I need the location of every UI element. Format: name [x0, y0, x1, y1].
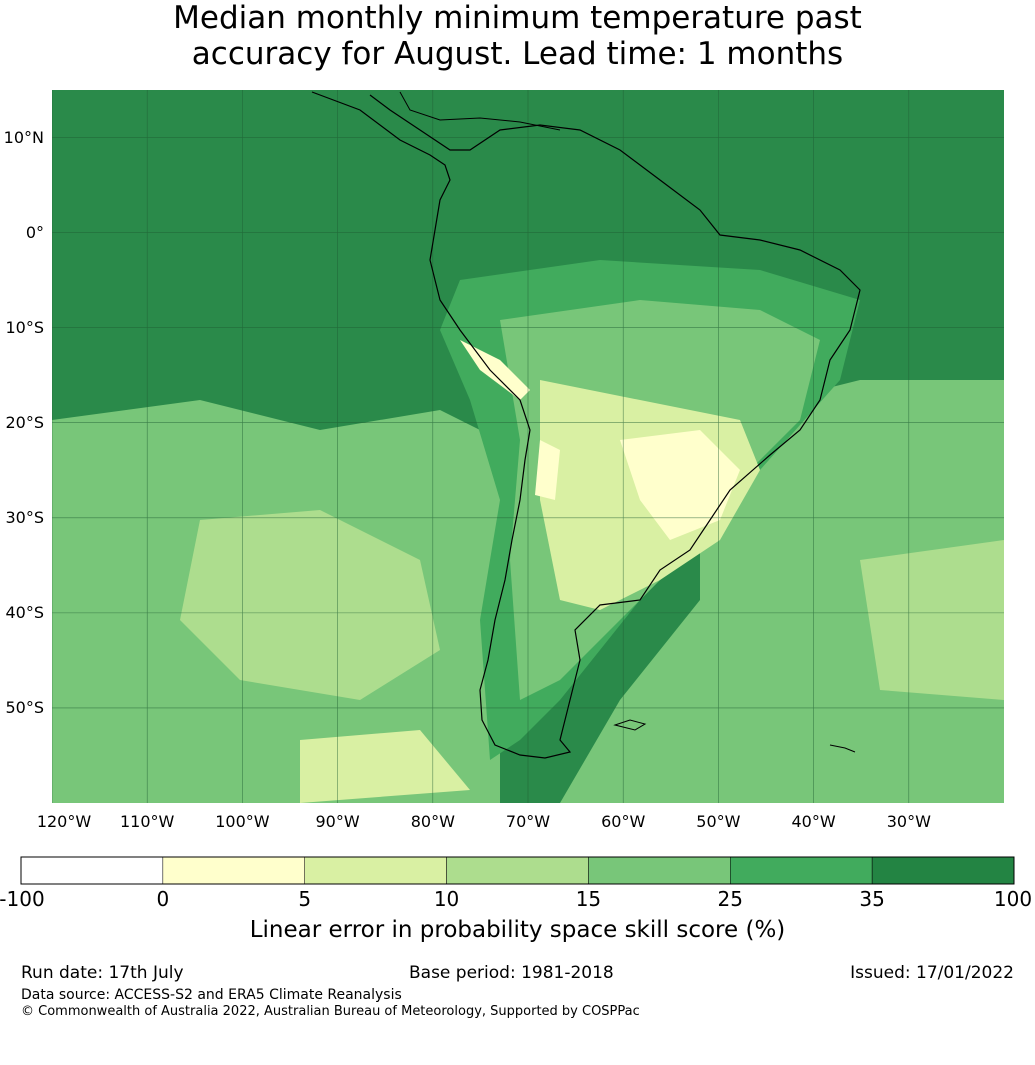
colorbar — [20, 856, 1015, 885]
longitude-label: 50°W — [696, 812, 741, 831]
colorbar-tick-label: 100 — [993, 887, 1033, 911]
colorbar-segment — [730, 856, 873, 885]
colorbar-segment — [162, 856, 305, 885]
map-plot-area — [52, 90, 1004, 803]
coastline-south-georgia — [829, 744, 856, 753]
coastline-caribbean — [399, 91, 561, 131]
longitude-label: 100°W — [215, 812, 270, 831]
latitude-label: 10°S — [5, 317, 44, 337]
colorbar-tick-label: -100 — [0, 887, 45, 911]
colorbar-label: Linear error in probability space skill … — [249, 917, 786, 943]
skill-band-south-atlantic — [560, 380, 1004, 803]
latitude-label: 0° — [25, 222, 44, 242]
longitude-label: 40°W — [791, 812, 836, 831]
colorbar-segment — [20, 856, 164, 885]
skill-band-atacama — [535, 440, 560, 500]
longitude-label: 120°W — [36, 812, 92, 831]
longitude-label: 110°W — [120, 812, 175, 831]
latitude-label: 20°S — [5, 412, 44, 432]
colorbar-tick-label: 25 — [717, 887, 743, 911]
longitude-label: 80°W — [410, 812, 455, 831]
colorbar-outline — [20, 856, 1015, 885]
chart-title: Median monthly minimum temperature past … — [0, 0, 1035, 72]
copyright: © Commonwealth of Australia 2022, Austra… — [21, 1004, 640, 1019]
skill-band-land-lightest — [620, 430, 740, 540]
latitude-label: 50°S — [5, 697, 44, 717]
skill-band-far-south-pacific — [300, 730, 470, 803]
data-source: Data source: ACCESS-S2 and ERA5 Climate … — [21, 987, 402, 1003]
longitude-label: 90°W — [315, 812, 360, 831]
title-line-1: Median monthly minimum temperature past — [173, 0, 862, 36]
longitude-label: 30°W — [886, 812, 931, 831]
coastline-falklands — [613, 719, 647, 731]
colorbar-segment — [588, 856, 731, 885]
issued-date: Issued: 17/01/2022 — [850, 963, 1014, 983]
colorbar-tick-label: 5 — [298, 887, 312, 911]
longitude-label: 60°W — [601, 812, 646, 831]
colorbar-tick-label: 10 — [433, 887, 460, 911]
run-date: Run date: 17th July — [21, 963, 184, 983]
colorbar-tick-label: 15 — [575, 887, 602, 911]
title-line-2: accuracy for August. Lead time: 1 months — [191, 36, 844, 72]
base-period: Base period: 1981-2018 — [409, 963, 614, 983]
skill-band-peru-coast — [460, 340, 530, 400]
latitude-label: 30°S — [5, 507, 44, 527]
skill-band-south-atlantic-light — [860, 540, 1004, 700]
colorbar-segment — [871, 856, 1015, 885]
latitude-label: 40°S — [5, 602, 44, 622]
colorbar-tick-label: 0 — [156, 887, 170, 911]
longitude-label: 70°W — [505, 812, 551, 831]
skill-band-south-pacific-light — [180, 510, 440, 700]
coastline-south-america — [311, 91, 861, 759]
latitude-label: 10°N — [3, 127, 44, 147]
colorbar-tick-label: 35 — [859, 887, 885, 911]
colorbar-segment — [304, 856, 447, 885]
colorbar-segment — [446, 856, 589, 885]
